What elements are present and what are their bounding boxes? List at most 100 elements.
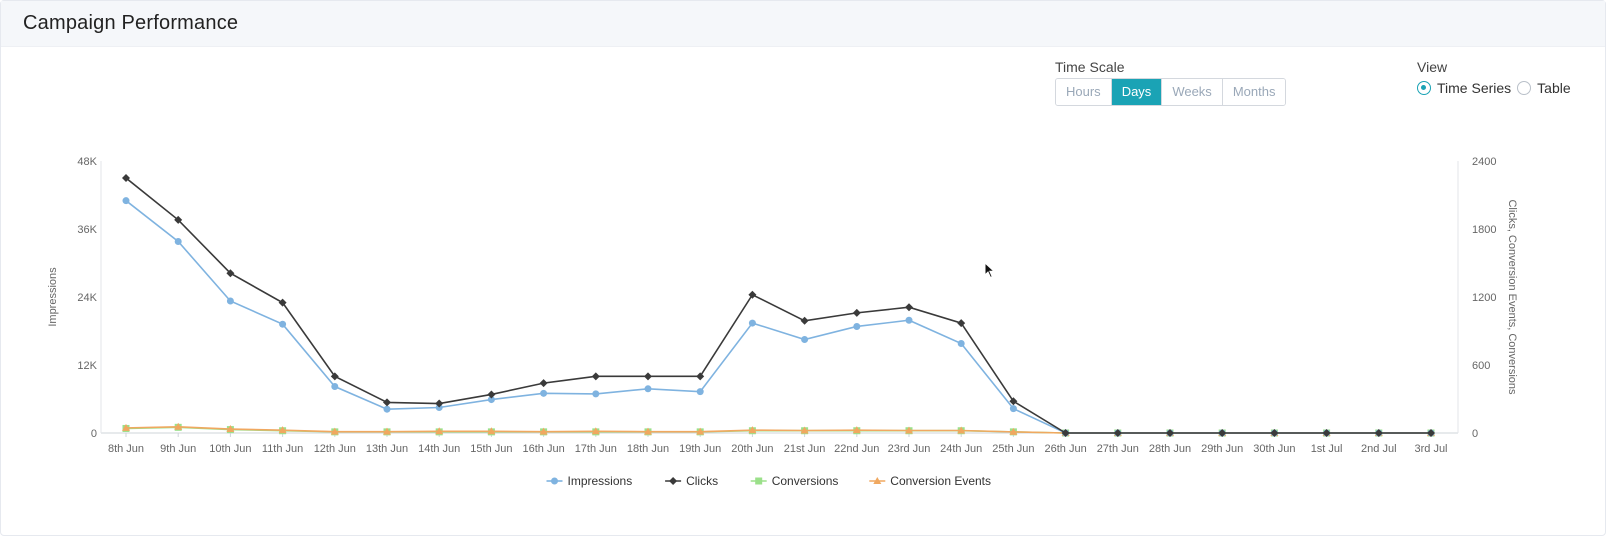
left-axis-tick-label: 12K [77, 360, 97, 372]
clicks-point [278, 298, 287, 307]
x-axis-tick-label: 30th Jun [1253, 443, 1295, 455]
impressions-point [905, 316, 913, 324]
left-axis-tick-label: 24K [77, 292, 97, 304]
legend-clicks-marker [669, 477, 678, 485]
time-scale-segmented: Hours Days Weeks Months [1055, 78, 1287, 106]
x-axis-tick-label: 19th Jun [679, 443, 721, 455]
radio-unchecked-icon[interactable] [1517, 81, 1532, 95]
time-scale-months-button[interactable]: Months [1222, 79, 1286, 105]
conversion-events-point [852, 426, 861, 434]
clicks-point [1113, 429, 1122, 437]
right-axis-tick-label: 1200 [1472, 292, 1496, 304]
view-control: View Time Series Table [1417, 59, 1577, 96]
view-time-series-label: Time Series [1437, 80, 1512, 96]
x-axis-tick-label: 20th Jun [731, 443, 773, 455]
time-scale-hours-button[interactable]: Hours [1056, 79, 1112, 105]
x-axis-tick-label: 17th Jun [575, 443, 617, 455]
clicks-point [748, 290, 757, 299]
clicks-point [383, 398, 391, 407]
view-time-series-radio[interactable]: Time Series [1417, 80, 1511, 96]
time-scale-control: Time Scale Hours Days Weeks Months [1055, 59, 1287, 106]
impressions-point [592, 390, 600, 398]
right-axis-tick-label: 1800 [1472, 224, 1496, 236]
x-axis-tick-label: 21st Jun [784, 443, 826, 455]
clicks-point [539, 379, 548, 388]
conversion-events-point [383, 427, 391, 435]
x-axis-tick-label: 12th Jun [314, 443, 356, 455]
clicks-point [644, 372, 652, 381]
right-axis-tick-label: 0 [1472, 428, 1478, 440]
time-scale-weeks-button[interactable]: Weeks [1162, 79, 1223, 105]
clicks-point [852, 308, 861, 317]
time-scale-days-button[interactable]: Days [1111, 79, 1163, 105]
x-axis-tick-label: 22nd Jun [834, 443, 879, 455]
clicks-point [1427, 429, 1435, 437]
impressions-point [1009, 405, 1017, 413]
impressions-point [540, 389, 548, 397]
x-axis-tick-label: 25th Jun [992, 443, 1034, 455]
legend-impressions-marker [551, 477, 558, 485]
x-axis-tick-label: 14th Jun [418, 443, 460, 455]
clicks-point [1061, 429, 1070, 437]
x-axis-tick-label: 11th Jun [262, 443, 303, 455]
time-scale-label: Time Scale [1055, 59, 1125, 75]
clicks-point [905, 303, 913, 312]
impressions-point [383, 405, 391, 413]
clicks-point [1218, 429, 1227, 437]
view-radio-group: Time Series Table [1417, 80, 1577, 96]
panel-title: Campaign Performance [23, 12, 239, 34]
conversion-events-point [1009, 427, 1018, 435]
clicks-point [1166, 429, 1174, 437]
left-axis-tick-label: 0 [91, 428, 97, 440]
x-axis-tick-label: 9th Jun [160, 443, 196, 455]
x-axis-tick-label: 8th Jun [108, 443, 144, 455]
impressions-point [696, 388, 704, 396]
conversion-events-point [330, 427, 339, 435]
clicks-point [1270, 429, 1279, 437]
x-axis-tick-label: 26th Jun [1044, 443, 1086, 455]
clicks-point [1322, 429, 1331, 437]
view-table-label: Table [1537, 80, 1571, 96]
conversion-events-point [226, 425, 235, 433]
legend-clicks-label: Clicks [686, 474, 718, 488]
clicks-point [174, 215, 183, 224]
impressions-point [748, 319, 756, 327]
conversion-events-point [174, 422, 183, 430]
impressions-point [487, 396, 495, 404]
left-axis-tick-label: 48K [77, 156, 97, 168]
clicks-point [330, 372, 339, 381]
legend-conversions-marker [755, 477, 763, 485]
impressions-point [174, 237, 182, 245]
legend-conversions-label: Conversions [772, 474, 839, 488]
clicks-point [435, 399, 444, 408]
mouse-pointer-icon [984, 262, 996, 279]
conversion-events-point [800, 426, 809, 434]
conversion-events-point [644, 427, 652, 435]
right-axis-title: Clicks, Conversion Events, Conversions [1506, 199, 1518, 395]
view-table-radio[interactable]: Table [1517, 80, 1571, 96]
right-axis-tick-label: 600 [1472, 360, 1490, 372]
radio-checked-icon[interactable] [1417, 81, 1431, 95]
impressions-point [331, 383, 339, 391]
clicks-point [1009, 397, 1018, 406]
conversion-events-point [905, 426, 913, 434]
impressions-point [853, 322, 861, 330]
clicks-point [957, 319, 966, 328]
impressions-point [279, 320, 287, 328]
left-axis-tick-label: 36K [77, 224, 97, 236]
view-label: View [1417, 59, 1448, 75]
impressions-point [957, 339, 965, 347]
conversion-events-point [539, 427, 548, 435]
x-axis-tick-label: 13th Jun [366, 443, 408, 455]
x-axis-tick-label: 3rd Jul [1414, 443, 1447, 455]
x-axis-tick-label: 24th Jun [940, 443, 982, 455]
legend-impressions-label: Impressions [568, 474, 633, 488]
right-axis-tick-label: 2400 [1472, 156, 1496, 168]
x-axis-tick-label: 28th Jun [1149, 443, 1191, 455]
conversion-events-point [748, 426, 757, 434]
clicks-point [696, 372, 705, 381]
clicks-series-line [125, 177, 1431, 434]
impressions-point [122, 197, 130, 205]
